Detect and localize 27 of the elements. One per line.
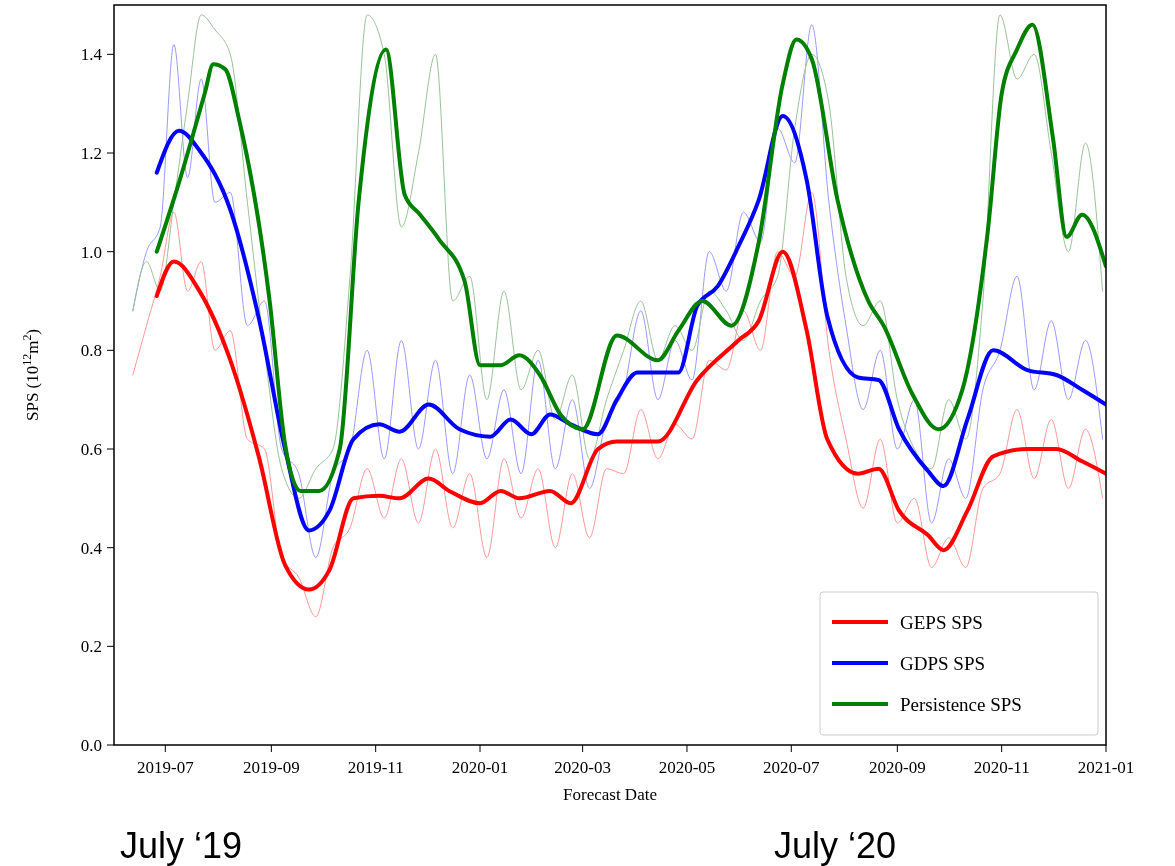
y-tick-label: 0.4 xyxy=(80,538,103,558)
y-tick-label: 1.2 xyxy=(80,143,102,163)
legend-label: GEPS SPS xyxy=(900,611,983,633)
text: July ‘20 xyxy=(774,825,897,866)
y-tick-label: 0.8 xyxy=(80,341,102,361)
line-series xyxy=(154,249,1106,592)
x-tick-label: 2020-07 xyxy=(762,758,821,777)
x-tick-label: 2019-07 xyxy=(136,758,195,777)
x-tick-label: 2020-01 xyxy=(451,758,509,777)
x-tick-label: 2019-11 xyxy=(347,758,404,777)
x-tick-label: 2020-11 xyxy=(973,758,1030,777)
legend-label: GDPS SPS xyxy=(900,652,986,674)
y-tick-label: 0.0 xyxy=(80,735,102,755)
x-tick-label: 2020-03 xyxy=(554,758,611,777)
x-tick-label: 2019-09 xyxy=(243,758,300,777)
line-series xyxy=(132,191,1104,618)
x-tick-label: 2020-05 xyxy=(658,758,716,777)
legend-label: Persistence SPS xyxy=(900,693,1022,715)
y-tick-label: 1.0 xyxy=(80,242,102,262)
x-tick-label: 2020-09 xyxy=(869,758,926,777)
x-tick-label: 2021-01 xyxy=(1077,758,1135,777)
y-tick-label: 1.4 xyxy=(80,45,103,65)
text: July ‘19 xyxy=(120,825,243,866)
y-tick-label: 0.6 xyxy=(80,439,102,459)
y-tick-label: 0.2 xyxy=(80,637,102,657)
x-axis-title: Forecast Date xyxy=(563,785,657,804)
line-series xyxy=(154,114,1106,533)
